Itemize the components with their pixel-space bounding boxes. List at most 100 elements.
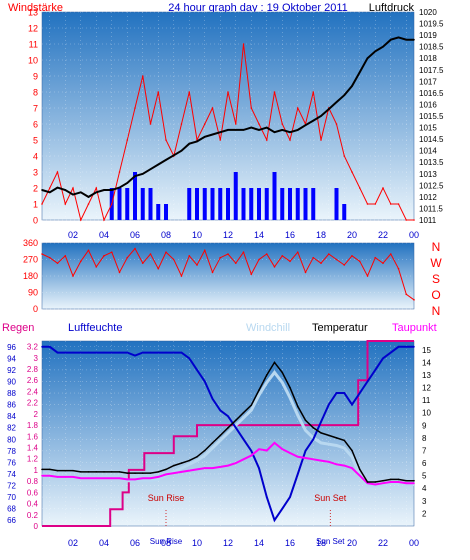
direction-point — [72, 275, 74, 277]
dewpoint-point — [358, 474, 361, 477]
direction-point — [382, 262, 384, 264]
wind-point — [64, 203, 67, 205]
temperature-point — [250, 404, 253, 406]
pressure-point — [110, 189, 113, 191]
rain-tick-label: 0 — [34, 522, 39, 531]
pressure-point — [134, 175, 136, 177]
humidity-point — [110, 351, 113, 354]
direction-point — [366, 275, 369, 277]
pressure-tick-label: 1018.5 — [419, 43, 444, 52]
dewpoint-point — [327, 461, 330, 463]
gust-bar — [272, 172, 277, 220]
temperature-point — [48, 468, 51, 471]
dewpoint-point — [320, 459, 322, 462]
dewpoint-point — [273, 442, 276, 444]
direction-point — [273, 266, 276, 268]
pressure-point — [157, 163, 160, 166]
temperature-point — [134, 472, 136, 474]
humidity-tick-label: 80 — [7, 435, 16, 444]
temperature-point — [118, 471, 121, 473]
humidity-point — [165, 351, 167, 354]
humidity-point — [304, 450, 307, 452]
temperature-point — [211, 442, 214, 444]
direction-point — [118, 271, 121, 274]
pressure-point — [258, 129, 260, 131]
pressure-tick-label: 1013.5 — [419, 158, 444, 167]
pressure-point — [196, 140, 198, 143]
wind-point — [281, 123, 284, 125]
wind-point — [289, 139, 291, 141]
humidity-point — [335, 392, 338, 394]
pressure-tick-label: 1011.5 — [419, 204, 443, 213]
humidity-tick-label: 66 — [7, 516, 16, 525]
gust-bar — [288, 188, 292, 220]
dewpoint-point — [258, 448, 260, 451]
temperature-point — [397, 478, 400, 481]
temperature-point — [149, 472, 152, 474]
wind-point — [188, 91, 191, 93]
wind-point — [382, 187, 384, 189]
direction-point — [413, 299, 415, 301]
dewpoint-point — [397, 481, 400, 483]
rain-tick-label: 0.4 — [27, 500, 39, 509]
direction-tick-label: 360 — [23, 238, 38, 248]
pressure-point — [126, 182, 129, 184]
wind-tick-label: 13 — [28, 8, 38, 18]
direction-point — [389, 253, 392, 255]
wind-point — [265, 139, 268, 141]
time-tick-label: 02 — [68, 230, 78, 240]
pressure-point — [250, 126, 253, 129]
wind-point — [413, 219, 415, 221]
wind-point — [126, 139, 129, 141]
dewpoint-point — [196, 468, 198, 471]
pressure-point — [389, 38, 392, 41]
wind-point — [56, 171, 59, 173]
time-tick-label: 06 — [130, 538, 140, 548]
temperature-point — [79, 471, 82, 473]
pressure-point — [87, 196, 90, 198]
direction-point — [48, 256, 51, 259]
direction-point — [327, 253, 330, 255]
pressure-point — [382, 45, 384, 48]
direction-point — [304, 271, 307, 274]
humidity-tick-label: 84 — [7, 412, 16, 421]
pressure-point — [335, 101, 338, 103]
humidity-tick-label: 96 — [7, 343, 16, 352]
humidity-point — [56, 351, 59, 354]
wind-point — [157, 91, 160, 93]
time-tick-label: 12 — [223, 230, 233, 240]
direction-point — [79, 260, 82, 263]
temperature-point — [87, 471, 90, 473]
rain-tick-label: 1.2 — [27, 455, 39, 464]
time-tick-label: 04 — [99, 230, 109, 240]
direction-point — [242, 251, 245, 253]
gust-bar — [125, 188, 130, 220]
pressure-point — [351, 85, 353, 87]
wind-tick-label: 12 — [28, 24, 38, 34]
time-tick-label: 12 — [223, 538, 233, 548]
wind-point — [389, 203, 392, 205]
direction-point — [405, 293, 408, 296]
wind-point — [320, 139, 322, 141]
pressure-point — [227, 129, 229, 131]
pressure-point — [304, 124, 307, 127]
humidity-point — [87, 351, 90, 354]
wind-point — [141, 75, 144, 77]
legend-humidity: Luftfeuchte — [68, 322, 122, 334]
temperature-tick-label: 11 — [422, 396, 431, 405]
time-tick-label: 14 — [254, 538, 264, 548]
temperature-point — [389, 478, 392, 481]
temperature-point — [374, 481, 377, 483]
humidity-tick-label: 72 — [7, 482, 16, 491]
humidity-point — [149, 351, 152, 354]
rain-tick-label: 2.4 — [27, 387, 39, 396]
rain-tick-label: 1.8 — [27, 421, 39, 430]
direction-point — [134, 247, 136, 250]
wind-point — [203, 123, 206, 125]
pressure-point — [72, 193, 74, 196]
pressure-point — [273, 131, 276, 133]
pressure-tick-label: 1015 — [419, 124, 437, 133]
humidity-point — [103, 351, 105, 354]
wind-tick-label: 2 — [33, 184, 38, 194]
